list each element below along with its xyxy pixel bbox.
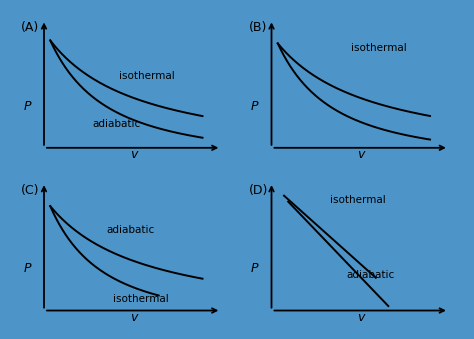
Text: (B): (B): [248, 21, 267, 34]
Text: adiabatic: adiabatic: [92, 119, 140, 129]
Text: P: P: [251, 100, 259, 113]
Text: isothermal: isothermal: [351, 43, 407, 53]
Text: v: v: [130, 311, 137, 324]
Text: P: P: [251, 262, 259, 275]
Text: v: v: [357, 311, 365, 324]
Text: (D): (D): [248, 184, 268, 197]
Text: adiabatic: adiabatic: [346, 270, 395, 280]
Text: P: P: [24, 262, 31, 275]
Text: (C): (C): [21, 184, 39, 197]
Text: isothermal: isothermal: [113, 294, 169, 303]
Text: isothermal: isothermal: [330, 195, 386, 205]
Text: v: v: [130, 148, 137, 161]
Text: isothermal: isothermal: [119, 71, 175, 81]
Text: adiabatic: adiabatic: [107, 225, 155, 235]
Text: P: P: [24, 100, 31, 113]
Text: v: v: [357, 148, 365, 161]
Text: (A): (A): [21, 21, 39, 34]
